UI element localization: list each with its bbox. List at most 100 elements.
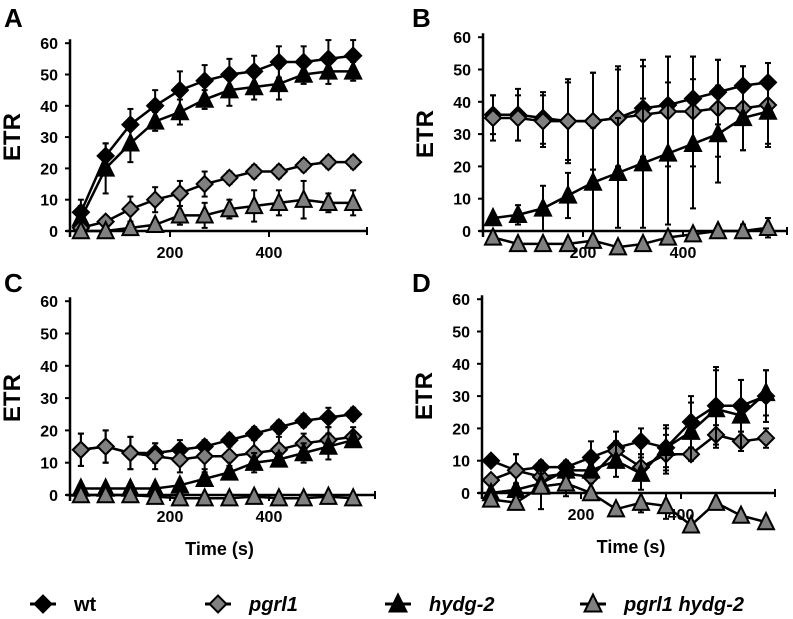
data-point	[120, 216, 141, 237]
data-point	[508, 203, 528, 224]
y-tick-label: 50	[40, 68, 58, 85]
data-point	[244, 75, 264, 96]
series-line	[80, 198, 354, 233]
data-point	[244, 451, 264, 471]
data-point	[318, 60, 339, 80]
data-point	[508, 232, 528, 253]
data-point	[71, 483, 91, 504]
y-tick-label: 10	[452, 454, 470, 471]
y-axis-label: ETR	[411, 372, 438, 420]
y-tick-label: 20	[40, 161, 58, 178]
data-point	[558, 232, 578, 253]
data-point	[343, 191, 363, 212]
y-tick-label: 40	[452, 357, 470, 374]
legend-item: pgrl1 hydg-2	[580, 592, 744, 616]
data-point	[631, 462, 651, 482]
data-point	[195, 88, 215, 108]
data-point	[120, 483, 141, 504]
data-point	[506, 460, 526, 480]
data-point	[483, 108, 503, 128]
data-point	[533, 232, 553, 253]
data-point	[583, 171, 603, 191]
data-point	[481, 451, 501, 471]
panel-letter: C	[4, 268, 23, 298]
data-point	[170, 204, 190, 224]
panel-letter: B	[412, 3, 431, 33]
data-point	[96, 437, 116, 456]
data-point	[96, 483, 116, 504]
data-point	[681, 514, 701, 534]
data-point	[294, 188, 314, 208]
data-point	[731, 504, 751, 524]
y-tick-label: 40	[40, 359, 58, 376]
series-pgrl1-hydg-2	[481, 462, 776, 534]
series-wt	[483, 55, 778, 171]
data-point	[756, 381, 776, 402]
legend-item: hydg-2	[385, 592, 495, 616]
x-axis-label: Time (s)	[185, 539, 254, 559]
data-point	[170, 486, 190, 507]
x-tick-label: 200	[568, 507, 595, 524]
y-tick-label: 10	[453, 192, 471, 209]
data-point	[269, 72, 289, 93]
series-pgrl1-hydg-2	[483, 216, 778, 256]
legend-diamond-icon	[208, 594, 228, 614]
data-point	[581, 481, 601, 502]
data-point	[219, 486, 240, 507]
data-point	[533, 197, 553, 217]
legend-label: wt	[73, 594, 97, 616]
panel-C: C 0 10 20 30 40 50 60 200 400 ETR Time (s)	[0, 268, 376, 559]
data-point	[145, 213, 165, 233]
series-line	[79, 70, 354, 220]
data-point	[681, 420, 701, 440]
y-tick-label: 30	[40, 130, 58, 147]
x-tick-label: 200	[157, 245, 184, 262]
series-wt	[71, 404, 363, 471]
data-point	[318, 485, 339, 505]
data-point	[195, 174, 215, 194]
data-point	[120, 443, 140, 463]
data-point	[219, 168, 239, 188]
y-tick-label: 60	[40, 294, 58, 311]
legend-diamond-icon	[33, 594, 53, 614]
y-tick-label: 60	[40, 36, 58, 53]
data-point	[145, 190, 165, 210]
x-tick-label: 200	[570, 245, 597, 262]
y-tick-label: 20	[452, 421, 470, 438]
data-point	[631, 491, 651, 511]
data-point	[506, 491, 526, 511]
data-point	[608, 235, 628, 256]
data-point	[219, 461, 240, 481]
y-tick-label: 10	[40, 193, 58, 210]
data-point	[195, 71, 215, 91]
y-axis-label: ETR	[0, 113, 26, 161]
legend-triangle-icon	[582, 592, 604, 613]
data-point	[294, 486, 314, 507]
legend-label: hydg-2	[429, 594, 495, 616]
data-point	[269, 162, 289, 181]
data-point	[606, 449, 626, 469]
data-point	[244, 162, 264, 181]
series-pgrl1	[71, 426, 363, 474]
x-axis-label: Time (s)	[597, 537, 666, 557]
data-point	[294, 63, 314, 83]
y-tick-label: 60	[452, 292, 470, 309]
data-point	[343, 60, 363, 80]
y-tick-label: 30	[452, 389, 470, 406]
data-point	[71, 440, 91, 460]
data-point	[508, 108, 528, 128]
data-point	[343, 404, 363, 424]
panel-B: B 0 10 20 30 40 50 60 200 400 ETR	[412, 3, 788, 262]
y-axis-label: ETR	[412, 110, 439, 158]
legend-item: wt	[30, 594, 97, 616]
y-tick-label: 0	[49, 224, 58, 241]
data-point	[318, 191, 339, 212]
legend: wt pgrl1 hydg-2 pgrl1 hydg-2	[30, 592, 744, 616]
y-tick-label: 0	[461, 486, 470, 503]
data-point	[343, 486, 363, 507]
series-pgrl1	[481, 424, 776, 490]
series-wt	[71, 39, 363, 226]
data-point	[318, 408, 338, 427]
data-point	[244, 194, 264, 215]
